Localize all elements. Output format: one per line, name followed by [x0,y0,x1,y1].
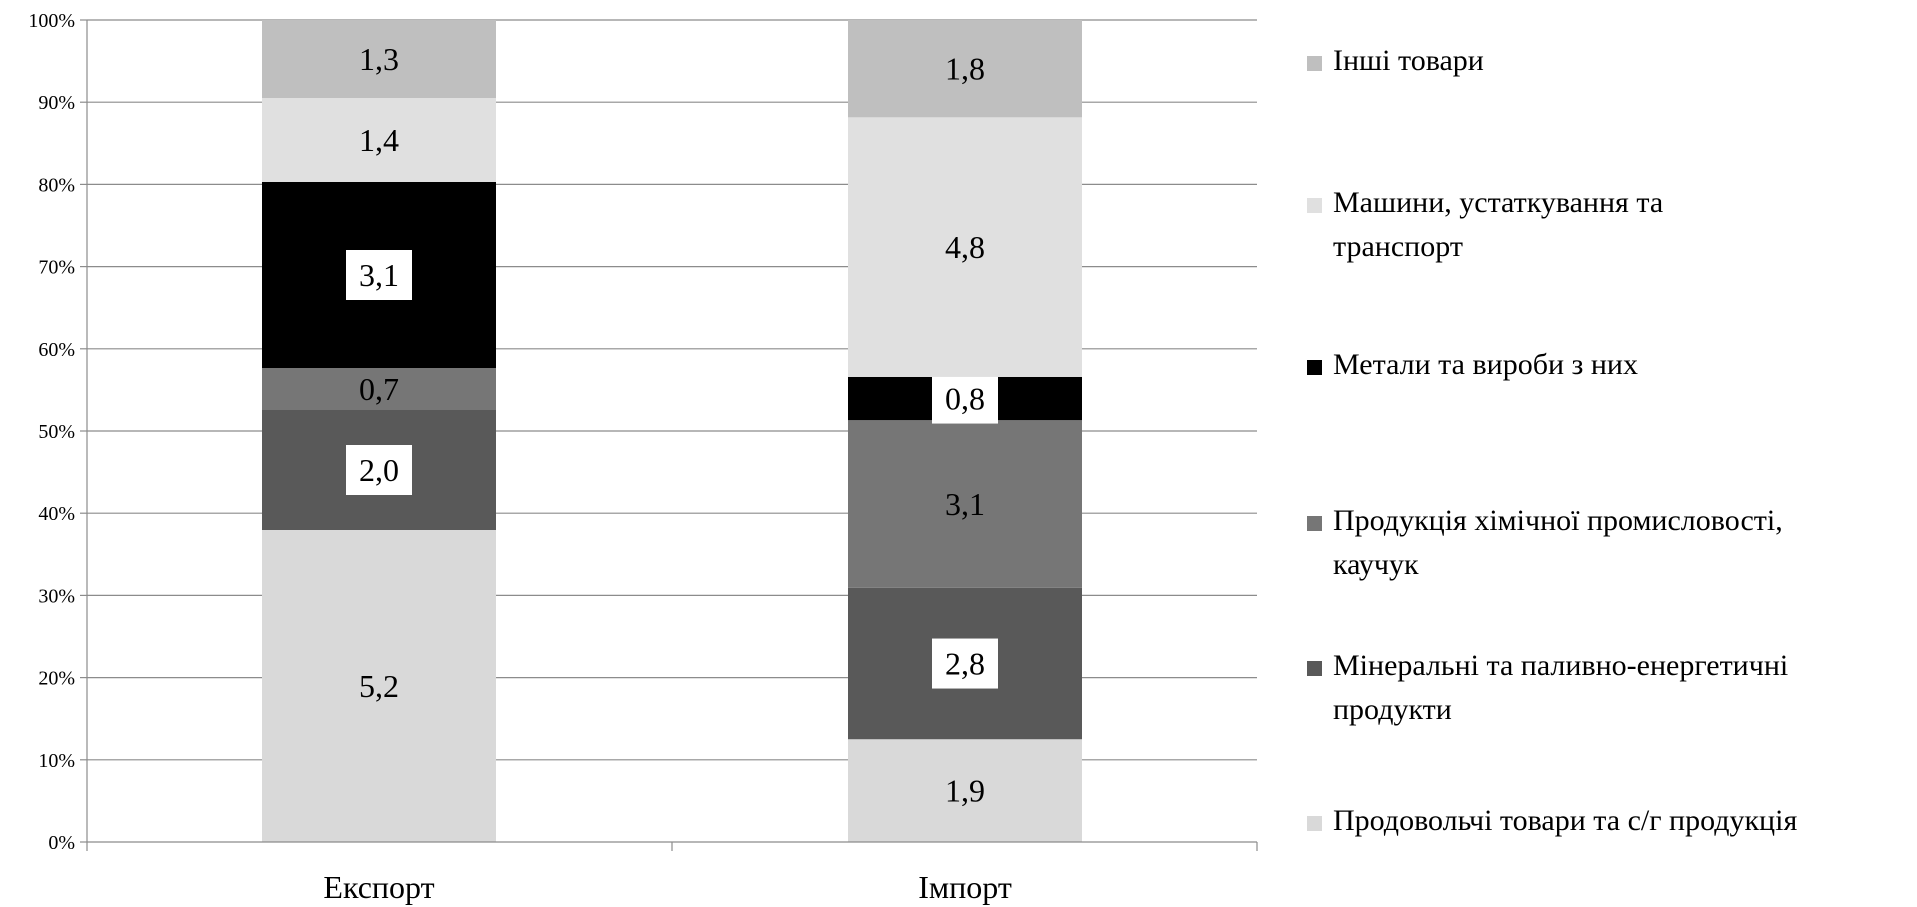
y-tick-label: 90% [38,92,75,114]
bars: 5,2 2,0 0,7 3,1 1,4 1,3 1,9 2,8 3,1 0,8 4,8 1,8 [262,20,1082,842]
data-label-box [932,638,998,689]
data-label-box [932,373,998,424]
legend-marker [1307,661,1322,676]
data-label-box [346,250,412,300]
data-label: 4,8 [945,229,985,265]
legend-label: Мінеральні та паливно-енергетичні [1333,649,1788,682]
data-label: 0,7 [359,371,399,407]
data-label: 1,8 [945,51,985,87]
legend-label: Метали та вироби з них [1333,348,1638,381]
legend-label: Продовольчі товари та с/г продукція [1333,804,1797,837]
legend-label: Продукція хімічної промисловості, [1333,504,1783,537]
legend-marker [1307,816,1322,831]
data-label: 5,2 [359,668,399,704]
legend-label: каучук [1333,548,1419,581]
legend: Інші товари Машини, устаткування та трансп… [1307,44,1797,837]
y-tick-label: 100% [28,10,75,32]
y-tick-label: 70% [38,257,75,279]
y-tick-label: 60% [38,339,75,361]
legend-label: Інші товари [1333,44,1484,77]
data-label: 3,1 [359,257,399,293]
data-label: 1,9 [945,773,985,809]
legend-label: продукти [1333,693,1452,726]
y-tick-label: 20% [38,668,75,690]
legend-marker [1307,516,1322,531]
bar-segment [848,739,1082,842]
data-label-box [346,445,412,495]
y-tick-label: 10% [38,750,75,772]
y-tick-label: 40% [38,503,75,525]
bar-segment [848,20,1082,118]
bar-segment [262,368,496,410]
x-category-label: Імпорт [918,869,1012,905]
y-axis-ticks: 0% 10% 20% 30% 40% 50% 60% 70% 80% 90% 100% [28,10,87,854]
bar-segment [262,20,496,98]
data-label: 1,3 [359,41,399,77]
data-label: 3,1 [945,486,985,522]
bar-segment [262,530,496,842]
legend-label: Машини, устаткування та [1333,186,1663,219]
bar-segment [848,117,1082,377]
data-label: 2,8 [945,646,985,682]
legend-marker [1307,360,1322,375]
y-tick-label: 0% [48,832,75,854]
x-category-label: Експорт [323,869,434,905]
axes [86,20,1258,851]
bar-segment [262,98,496,182]
data-label: 0,8 [945,381,985,417]
bar-segment [848,420,1082,588]
y-tick-label: 30% [38,585,75,607]
legend-marker [1307,198,1322,213]
y-tick-label: 50% [38,421,75,443]
data-label: 2,0 [359,452,399,488]
data-label: 1,4 [359,122,399,158]
y-tick-label: 80% [38,174,75,196]
legend-label: транспорт [1333,230,1463,263]
legend-marker [1307,56,1322,71]
x-axis-categories: Експорт Імпорт [323,869,1011,905]
